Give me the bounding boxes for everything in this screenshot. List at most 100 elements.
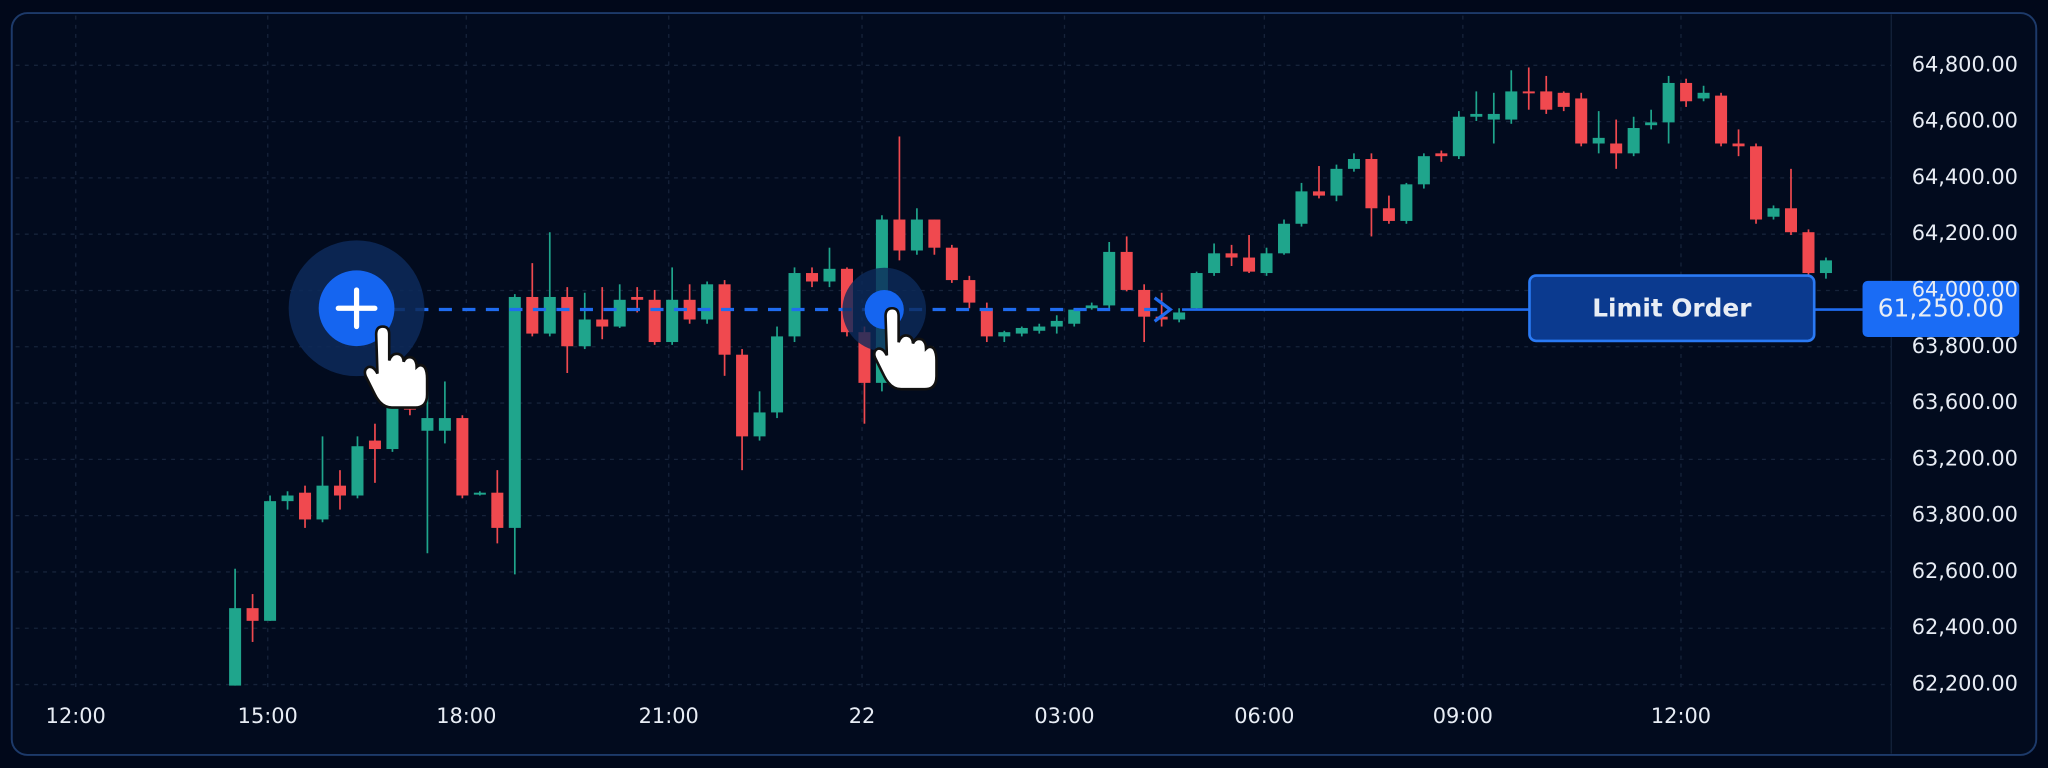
price-label: 64,200.00: [1912, 221, 2018, 245]
candle-body: [508, 296, 521, 528]
candle-body: [1050, 320, 1063, 327]
panel: [10, 12, 2038, 756]
candle-body: [963, 280, 976, 303]
candle-body: [613, 299, 626, 327]
candle-body: [1068, 309, 1081, 324]
candle-body: [1435, 153, 1448, 157]
candle-body: [1190, 273, 1203, 309]
limit-order-button[interactable]: [1528, 274, 1816, 343]
candle-body: [1155, 316, 1168, 320]
time-label: 12:00: [1651, 704, 1711, 728]
candle-body: [316, 485, 329, 520]
time-label: 12:00: [46, 704, 106, 728]
candle-body: [701, 284, 714, 320]
candle-body: [1243, 257, 1256, 272]
candle-body: [1575, 98, 1588, 144]
candle-body: [421, 418, 434, 431]
candle-body: [1487, 113, 1500, 120]
candle-body: [1557, 92, 1570, 107]
candle-body: [1645, 122, 1658, 126]
candle-body: [1767, 208, 1780, 217]
candle-body: [1819, 260, 1832, 274]
candle-body: [683, 299, 696, 320]
candle-body: [386, 403, 399, 450]
candle-body: [473, 492, 486, 495]
time-label: 21:00: [639, 704, 699, 728]
candle-body: [1330, 168, 1343, 196]
candle-body: [1627, 128, 1640, 154]
candle-body: [264, 501, 277, 621]
candle-body: [543, 296, 556, 334]
candle-body: [456, 418, 469, 496]
candle-body: [753, 412, 766, 437]
candle-body: [1697, 92, 1710, 99]
candle-body: [561, 296, 574, 347]
candle-body: [1138, 289, 1151, 317]
candle-body: [246, 608, 259, 621]
candle-body: [1662, 82, 1675, 123]
time-label: 22: [849, 704, 876, 728]
price-label: 63,200.00: [1912, 446, 2018, 470]
price-label: 63,600.00: [1912, 390, 2018, 414]
candle-body: [1173, 312, 1186, 320]
candle-body: [1680, 82, 1693, 102]
candle-body: [281, 495, 294, 502]
candle-body: [1592, 137, 1605, 144]
candle-body: [805, 273, 819, 282]
candle-body: [438, 418, 451, 431]
candle-body: [1802, 232, 1815, 274]
price-label: 63,800.00: [1912, 503, 2018, 527]
candle-body: [823, 268, 836, 282]
button-label: Limit Order: [1592, 294, 1752, 323]
candle-body: [1732, 143, 1745, 147]
price-label: 64,800.00: [1912, 52, 2018, 76]
candle-body: [333, 485, 347, 496]
candle-body: [1540, 91, 1553, 110]
hand-cursor: [872, 306, 938, 391]
time-label: 03:00: [1034, 704, 1094, 728]
candle-body: [980, 308, 993, 337]
candle-body: [718, 284, 731, 355]
time-label: 15:00: [238, 704, 298, 728]
candle-body: [648, 299, 661, 343]
candle-body: [998, 332, 1011, 337]
candle-body: [229, 608, 242, 686]
candle-body: [1295, 191, 1308, 224]
candle-body: [1784, 208, 1798, 233]
candle-body: [1103, 251, 1116, 306]
candle-body: [1278, 223, 1291, 254]
drag-arrow: [1153, 296, 1174, 323]
plus-icon: [335, 287, 378, 330]
candle-body: [893, 219, 906, 251]
price-label: 62,200.00: [1912, 672, 2018, 696]
price-label: 62,600.00: [1912, 559, 2018, 583]
price-label: 64,400.00: [1912, 165, 2018, 189]
candle-body: [578, 319, 591, 347]
candle-body: [1417, 156, 1430, 185]
candle-body: [666, 299, 679, 343]
price-label: 62,400.00: [1912, 615, 2018, 639]
time-label: 09:00: [1433, 704, 1493, 728]
candle-body: [596, 319, 609, 327]
candle-body: [526, 296, 539, 334]
candle-body: [788, 273, 801, 337]
candle-body: [910, 219, 923, 251]
candle-body: [1522, 91, 1535, 94]
candle-body: [945, 247, 958, 281]
price-tag: [1862, 280, 2020, 337]
candle-body: [1610, 143, 1623, 154]
candle-body: [1120, 251, 1133, 290]
price-label: 64,000.00: [1912, 277, 2018, 301]
candle-body: [1225, 253, 1238, 258]
price-label: 63,800.00: [1912, 334, 2018, 358]
candle-body: [1033, 326, 1046, 331]
candle-body: [299, 492, 312, 520]
candle-body: [1365, 158, 1378, 209]
price-label: 64,600.00: [1912, 109, 2018, 133]
candle-body: [1085, 305, 1098, 309]
candle-body: [368, 440, 381, 450]
candle-body: [736, 354, 749, 437]
candle-body: [771, 336, 784, 413]
